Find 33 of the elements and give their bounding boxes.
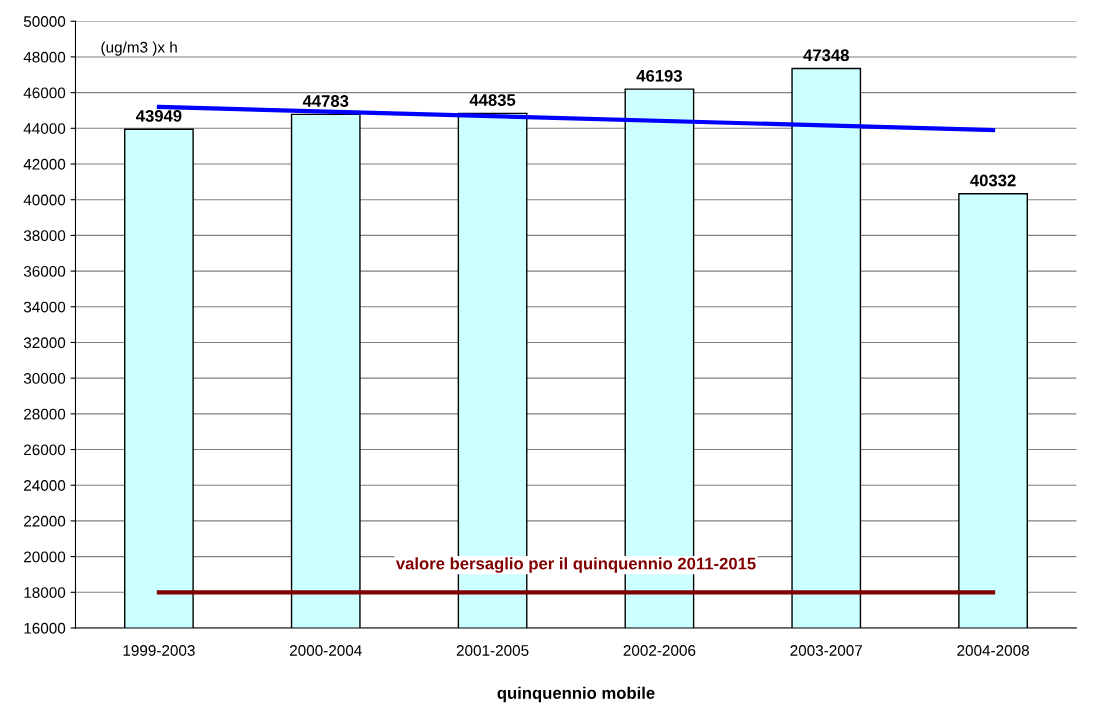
x-tick-label: 2001-2005 xyxy=(456,645,529,656)
y-tick-label: 40000 xyxy=(23,194,66,206)
data-label: 43949 xyxy=(135,109,182,122)
x-tick-label: 2003-2007 xyxy=(790,645,863,656)
data-label: 46193 xyxy=(636,69,682,82)
y-tick-label: 30000 xyxy=(23,373,66,384)
y-tick-label: 28000 xyxy=(24,408,66,420)
x-axis-title: quinquennio mobile xyxy=(497,686,655,703)
y-tick-label: 48000 xyxy=(23,51,66,63)
y-tick-label: 20000 xyxy=(24,551,66,563)
x-tick-label: 2000-2004 xyxy=(289,645,362,656)
y-tick-label: 34000 xyxy=(23,301,66,313)
x-tick-label: 2004-2008 xyxy=(957,645,1029,656)
y-tick-label: 44000 xyxy=(23,123,66,134)
data-label: 44835 xyxy=(469,94,516,106)
y-tick-label: 22000 xyxy=(24,515,66,527)
y-tick-label: 26000 xyxy=(24,444,66,456)
data-label: 40332 xyxy=(970,174,1016,187)
y-tick-label: 32000 xyxy=(23,337,66,349)
y-tick-label: 18000 xyxy=(24,587,66,598)
y-tick-label: 50000 xyxy=(23,16,66,27)
y-tick-label: 36000 xyxy=(23,265,66,277)
y-tick-label: 46000 xyxy=(23,87,66,99)
x-tick-label: 1999-2003 xyxy=(123,645,195,656)
annotation: (ug/m3 )x h xyxy=(101,41,177,56)
y-tick-label: 16000 xyxy=(24,622,66,634)
data-label: 44783 xyxy=(302,95,349,107)
ref-line-label: valore bersaglio per il quinquennio 2011-2015 xyxy=(395,557,756,573)
y-tick-label: 38000 xyxy=(23,230,66,242)
y-tick-label: 42000 xyxy=(23,158,66,170)
x-tick-label: 2002-2006 xyxy=(623,645,696,656)
y-tick-label: 24000 xyxy=(24,480,66,491)
data-label: 47348 xyxy=(803,49,849,62)
